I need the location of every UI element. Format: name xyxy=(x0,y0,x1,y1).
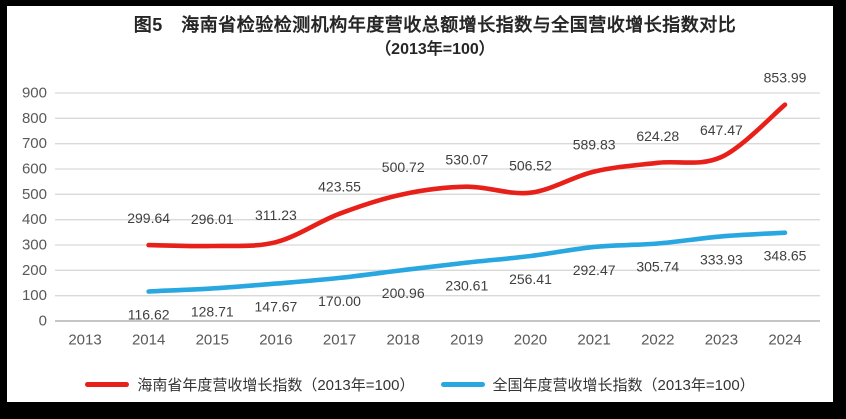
x-tick-label: 2014 xyxy=(132,332,165,349)
legend-item-hainan: 海南省年度营收增长指数（2013年=100） xyxy=(85,374,415,395)
national-data-label: 170.00 xyxy=(318,293,361,309)
national-data-label: 348.65 xyxy=(764,248,807,264)
national-data-label: 116.62 xyxy=(128,306,170,322)
hainan-data-label: 500.72 xyxy=(382,159,425,175)
national-data-label: 333.93 xyxy=(700,251,743,267)
chart-title-line2: （2013年=100） xyxy=(375,41,495,58)
hainan-data-label: 299.64 xyxy=(127,210,170,226)
y-tick-label: 0 xyxy=(39,313,47,330)
x-tick-label: 2016 xyxy=(259,332,292,349)
hainan-data-label: 311.23 xyxy=(255,207,297,223)
national-data-label: 230.61 xyxy=(445,278,488,294)
chart-canvas: 图5 海南省检验检测机构年度营收总额增长指数与全国营收增长指数对比 （2013年… xyxy=(7,6,833,402)
x-tick-label: 2020 xyxy=(514,332,547,349)
x-tick-label: 2019 xyxy=(450,332,483,349)
line-chart-plot: 0 100 200 300 400 500 600 700 800 900 2013 2014 2015… xyxy=(22,70,820,349)
national-data-label: 147.67 xyxy=(255,299,298,315)
y-tick-label: 100 xyxy=(22,287,47,304)
x-tick-label: 2013 xyxy=(68,332,101,349)
x-tick-label: 2024 xyxy=(768,332,801,349)
x-tick-label: 2015 xyxy=(196,332,229,349)
y-tick-label: 300 xyxy=(22,237,47,254)
national-series-line xyxy=(146,230,788,294)
x-tick-label: 2022 xyxy=(641,332,674,349)
y-tick-label: 600 xyxy=(22,161,47,178)
x-tick-label: 2017 xyxy=(323,332,356,349)
legend: 海南省年度营收增长指数（2013年=100） 全国年度营收增长指数（2013年=… xyxy=(7,374,833,395)
hainan-series-swatch xyxy=(85,382,130,387)
national-data-label: 292.47 xyxy=(573,262,616,278)
y-tick-label: 500 xyxy=(22,186,47,203)
legend-item-national: 全国年度营收增长指数（2013年=100） xyxy=(440,374,755,395)
hainan-series-label: 海南省年度营收增长指数（2013年=100） xyxy=(137,377,415,394)
chart-title-line1: 图5 海南省检验检测机构年度营收总额增长指数与全国营收增长指数对比 xyxy=(133,15,737,35)
hainan-series-line xyxy=(146,102,788,249)
hainan-data-label: 624.28 xyxy=(636,128,679,144)
national-data-label: 256.41 xyxy=(509,271,552,287)
y-tick-label: 400 xyxy=(22,211,47,228)
hainan-data-label: 647.47 xyxy=(700,122,743,138)
national-series-label: 全国年度营收增长指数（2013年=100） xyxy=(492,377,755,394)
y-tick-label: 900 xyxy=(22,85,47,102)
hainan-data-label: 853.99 xyxy=(764,70,807,86)
hainan-data-label: 296.01 xyxy=(191,211,234,227)
hainan-data-label: 423.55 xyxy=(318,179,361,195)
national-data-label: 200.96 xyxy=(382,285,425,301)
x-tick-label: 2021 xyxy=(577,332,610,349)
national-series-swatch xyxy=(440,382,485,387)
hainan-data-label: 530.07 xyxy=(445,152,488,168)
y-tick-label: 700 xyxy=(22,135,47,152)
x-tick-label: 2018 xyxy=(387,332,420,349)
y-tick-label: 800 xyxy=(22,110,47,127)
chart-title: 图5 海南省检验检测机构年度营收总额增长指数与全国营收增长指数对比 （2013年… xyxy=(37,13,833,61)
x-tick-label: 2023 xyxy=(705,332,738,349)
national-data-label: 128.71 xyxy=(191,303,234,319)
y-tick-label: 200 xyxy=(22,262,47,279)
national-data-label: 305.74 xyxy=(636,259,679,275)
hainan-data-label: 506.52 xyxy=(509,158,552,174)
hainan-data-label: 589.83 xyxy=(573,137,616,153)
